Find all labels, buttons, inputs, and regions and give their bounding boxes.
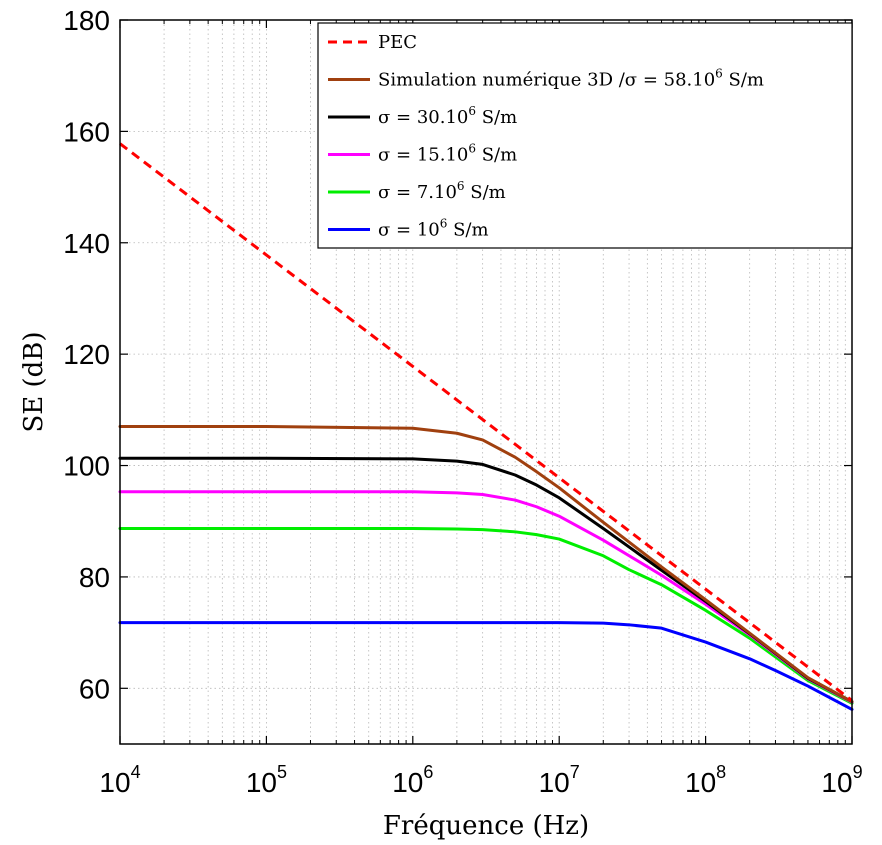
series-line [118,621,854,711]
x-tick-label: 109 [821,762,862,798]
legend-label: PEC [378,32,417,53]
x-tick-exponent: 4 [131,762,141,782]
x-tick-label: 104 [99,762,140,798]
series-line [118,425,854,704]
series-line [118,526,854,705]
legend-label: σ = 30.10 [378,107,468,128]
legend-exponent: 6 [440,217,448,231]
plot-frame [119,19,853,745]
legend-unit: S/m [447,220,488,241]
series-line [119,142,853,702]
legend-entry: σ = 7.106 S/m [378,179,506,203]
legend-label: σ = 15.10 [378,145,468,166]
x-tick-base: 10 [246,767,277,798]
legend-unit: S/m [476,145,517,166]
series-line [118,490,854,704]
x-tick-base: 10 [392,767,423,798]
x-tick-label: 105 [246,762,287,798]
legend-entry: Simulation numérique 3D /σ = 58.106 S/m [378,67,764,91]
legend-exponent: 6 [468,142,476,156]
x-tick-label: 107 [539,762,580,798]
legend-entry: σ = 106 S/m [378,217,489,241]
x-tick-exponent: 9 [853,762,863,782]
x-tick-exponent: 6 [423,762,433,782]
y-axis-label: SE (dB) [19,331,49,432]
x-tick-label: 108 [685,762,726,798]
y-tick-label: 80 [79,562,110,593]
legend-unit: S/m [476,107,517,128]
x-tick-base: 10 [99,767,130,798]
x-tick-exponent: 7 [570,762,580,782]
legend-entry: PEC [378,32,417,53]
legend-unit: S/m [465,182,506,203]
y-tick-label: 100 [63,451,110,482]
legend-exponent: 6 [457,179,465,193]
x-tick-exponent: 5 [277,762,287,782]
y-tick-label: 160 [63,116,110,147]
legend-exponent: 6 [715,67,723,81]
legend-label: Simulation numérique 3D /σ = 58.10 [378,70,715,91]
y-tick-labels: 60 80 100 120 140 160 180 [63,5,110,704]
y-tick-label: 120 [63,339,110,370]
legend-label: σ = 7.10 [378,182,457,203]
legend-entry: σ = 30.106 S/m [378,104,517,128]
y-tick-label: 140 [63,228,110,259]
y-tick-label: 180 [63,5,110,36]
legend-exponent: 6 [468,104,476,118]
x-axis-label: Fréquence (Hz) [383,811,589,841]
legend-entry: σ = 15.106 S/m [378,142,517,166]
x-tick-label: 106 [392,762,433,798]
legend-label: σ = 10 [378,220,440,241]
y-tick-label: 60 [79,673,110,704]
x-tick-exponent: 8 [716,762,726,782]
x-tick-base: 10 [539,767,570,798]
series-lines [118,142,854,711]
legend-unit: S/m [723,70,764,91]
x-tick-base: 10 [685,767,716,798]
legend-box [317,22,853,249]
x-tick-base: 10 [821,767,852,798]
x-tick-labels: 104 105 106 107 108 109 [99,762,862,798]
